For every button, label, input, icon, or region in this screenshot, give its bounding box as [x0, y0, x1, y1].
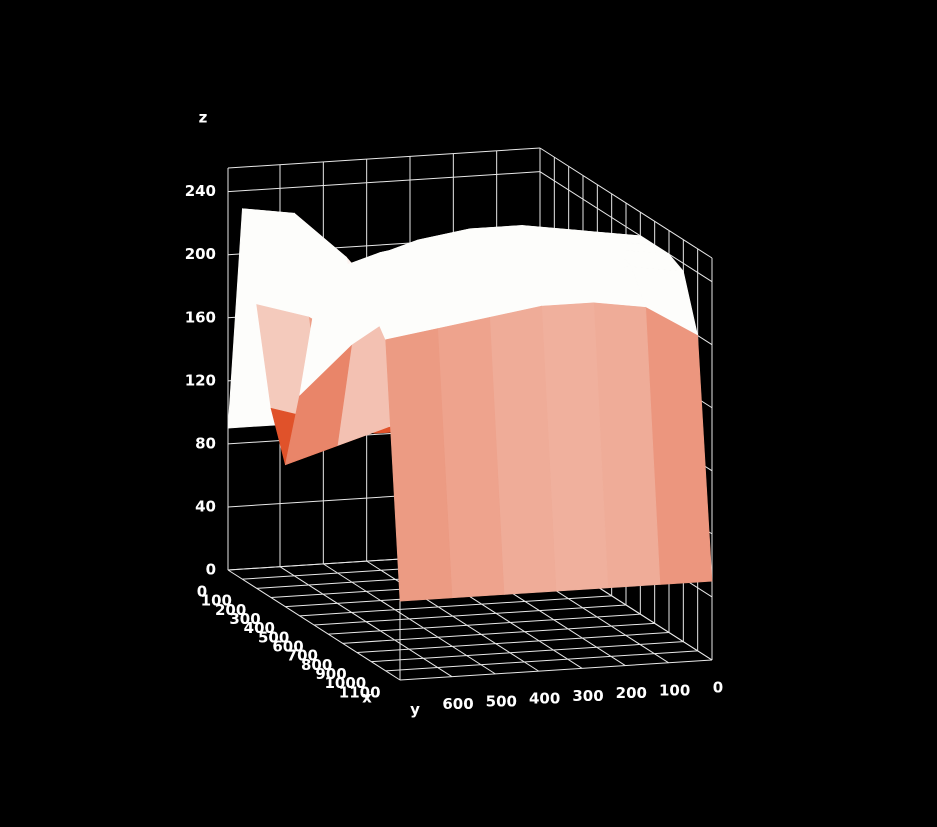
x-tick-label: 500	[258, 628, 289, 646]
z-tick-label: 200	[185, 245, 216, 263]
z-tick-label: 80	[195, 434, 216, 452]
y-tick-label: 100	[659, 681, 690, 699]
x-tick-label: 200	[215, 601, 246, 619]
z-tick-label: 160	[185, 308, 216, 326]
x-tick-label: 700	[287, 647, 318, 665]
surface-patch	[385, 328, 453, 602]
x-tick-label: 1100	[339, 683, 381, 701]
z-tick-label: 40	[195, 497, 216, 515]
x-tick-label: 400	[244, 619, 275, 637]
grid-line	[279, 566, 453, 678]
z-tick-label: 240	[185, 182, 216, 200]
y-tick-label: 400	[529, 690, 560, 708]
y-tick-label: 200	[616, 684, 647, 702]
z-tick-label: 0	[206, 561, 216, 579]
grid-line	[323, 563, 496, 675]
x-tick-label: 1000	[324, 674, 366, 692]
grid-line	[366, 560, 539, 672]
y-tick-label: 0	[713, 679, 723, 697]
y-tick-label: 500	[486, 692, 517, 710]
x-tick-label: 300	[229, 610, 260, 628]
z-tick-label: 120	[185, 371, 216, 389]
grid-line	[539, 171, 713, 283]
y-axis-label: y	[410, 701, 420, 719]
z-axis-label: z	[199, 109, 208, 127]
x-axis-label: x	[362, 689, 372, 707]
x-tick-label: 800	[301, 656, 332, 674]
x-tick-label: 900	[315, 665, 346, 683]
labels: z x y 0100200300400500600700800900100011…	[185, 109, 724, 719]
x-tick-label: 0	[197, 583, 207, 601]
x-tick-label: 600	[272, 638, 303, 656]
grid-line	[227, 171, 541, 193]
y-tick-label: 600	[442, 695, 473, 713]
x-tick-label: 100	[201, 592, 232, 610]
surface	[227, 208, 713, 602]
y-tick-label: 300	[572, 687, 603, 705]
